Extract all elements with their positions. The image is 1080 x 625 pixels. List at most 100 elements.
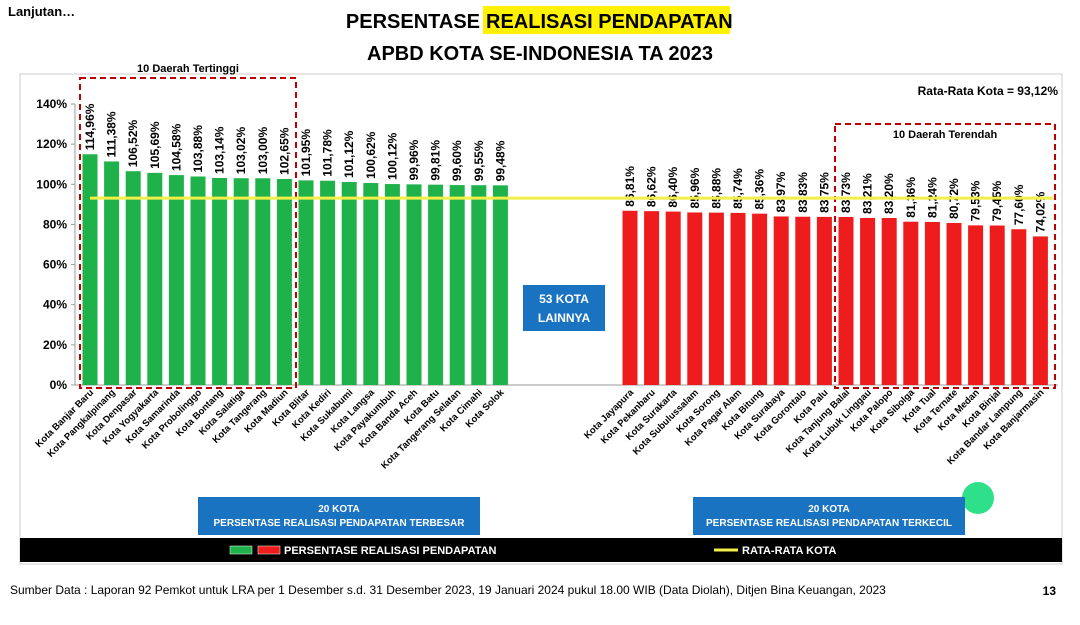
bar <box>320 180 336 385</box>
bar <box>924 221 940 385</box>
bar <box>190 176 206 385</box>
y-tick-label: 80% <box>43 217 67 231</box>
bar <box>492 185 508 385</box>
value-label: 103,88% <box>191 125 205 173</box>
value-label: 111,38% <box>105 111 119 157</box>
bar <box>773 216 789 385</box>
bar <box>125 171 141 385</box>
chart-subtitle: APBD KOTA SE-INDONESIA TA 2023 <box>367 43 713 65</box>
bar <box>903 221 919 385</box>
value-label: 83,73% <box>839 172 853 213</box>
value-label: 114,96% <box>83 103 97 150</box>
value-label: 101,78% <box>321 129 335 177</box>
bar <box>168 175 184 385</box>
bar <box>471 185 487 385</box>
bar <box>730 212 746 385</box>
value-label: 99,81% <box>429 140 443 181</box>
value-label: 101,12% <box>342 130 356 178</box>
group-label: PERSENTASE REALISASI PENDAPATAN TERKECIL <box>706 518 952 529</box>
value-label: 77,60% <box>1012 184 1026 225</box>
value-label: 100,62% <box>364 131 378 179</box>
bar <box>104 161 120 385</box>
bar <box>449 185 465 385</box>
value-label: 101,95% <box>299 129 313 177</box>
value-label: 86,81% <box>623 166 637 207</box>
bar <box>406 184 422 385</box>
value-label: 103,14% <box>213 126 227 174</box>
legend-label: PERSENTASE REALISASI PENDAPATAN <box>284 545 497 557</box>
chart-title-highlight: REALISASI PENDAPATAN <box>486 11 733 33</box>
corner-text: Lanjutan… <box>8 4 75 19</box>
bar <box>384 184 400 385</box>
y-tick-label: 140% <box>36 97 67 111</box>
decoration-circle <box>962 482 994 514</box>
bar <box>212 177 228 385</box>
value-label: 74,02% <box>1033 191 1047 232</box>
bar <box>816 216 832 385</box>
bar <box>1032 236 1048 385</box>
value-label: 86,62% <box>645 166 659 207</box>
value-label: 99,96% <box>407 139 421 180</box>
value-label: 104,58% <box>169 123 183 171</box>
group-label-box <box>198 497 480 535</box>
value-label: 79,45% <box>990 181 1004 222</box>
bar <box>147 172 163 385</box>
value-label: 106,52% <box>126 119 140 167</box>
y-tick-label: 60% <box>43 258 67 272</box>
gap-label: 53 KOTA <box>539 292 589 306</box>
group-label: PERSENTASE REALISASI PENDAPATAN TERBESAR <box>214 518 466 529</box>
bar <box>1011 229 1027 385</box>
bar <box>665 211 681 385</box>
value-label: 85,96% <box>688 167 702 208</box>
group-label-box <box>693 497 965 535</box>
highlight-box <box>79 77 297 389</box>
highlight-label: 10 Daerah Terendah <box>893 129 998 141</box>
y-tick-label: 40% <box>43 298 67 312</box>
highlight-box <box>834 123 1056 389</box>
value-label: 99,48% <box>493 140 507 181</box>
bar <box>255 178 271 385</box>
y-tick-label: 100% <box>36 177 67 191</box>
bar <box>989 225 1005 385</box>
value-label: 83,75% <box>817 172 831 213</box>
legend-swatch <box>229 545 253 555</box>
value-label: 83,97% <box>774 171 788 212</box>
bar <box>428 184 444 385</box>
y-tick-label: 120% <box>36 137 67 151</box>
bar <box>363 183 379 385</box>
page-number: 13 <box>1043 584 1057 598</box>
bar <box>946 222 962 385</box>
legend-swatch <box>257 545 281 555</box>
reference-label: Rata-Rata Kota = 93,12% <box>918 84 1059 98</box>
value-label: 99,55% <box>472 140 486 181</box>
value-label: 83,83% <box>796 172 810 213</box>
bar <box>298 180 314 385</box>
value-label: 103,02% <box>234 127 248 175</box>
value-label: 83,20% <box>882 173 896 214</box>
bar <box>622 210 638 385</box>
y-tick-label: 0% <box>50 378 68 392</box>
bar <box>860 217 876 385</box>
legend-bar <box>20 538 1062 562</box>
group-label: 20 KOTA <box>808 504 850 515</box>
value-label: 102,65% <box>277 127 291 175</box>
source: Sumber Data : Laporan 92 Pemkot untuk LR… <box>10 583 886 597</box>
panel-border <box>19 73 1063 565</box>
bar <box>708 212 724 385</box>
bar <box>276 178 292 385</box>
bar <box>881 218 897 385</box>
value-label: 103,00% <box>256 127 270 175</box>
bar <box>752 213 768 385</box>
bar <box>968 225 984 385</box>
value-label: 79,53% <box>969 180 983 221</box>
value-label: 85,74% <box>731 168 745 209</box>
legend-label: RATA-RATA KOTA <box>742 545 837 557</box>
bar <box>838 216 854 385</box>
bar <box>233 178 249 385</box>
value-label: 86,40% <box>666 167 680 208</box>
gap-box <box>523 285 605 331</box>
chart-title: PERSENTASE <box>346 11 480 33</box>
y-tick-label: 20% <box>43 338 67 352</box>
